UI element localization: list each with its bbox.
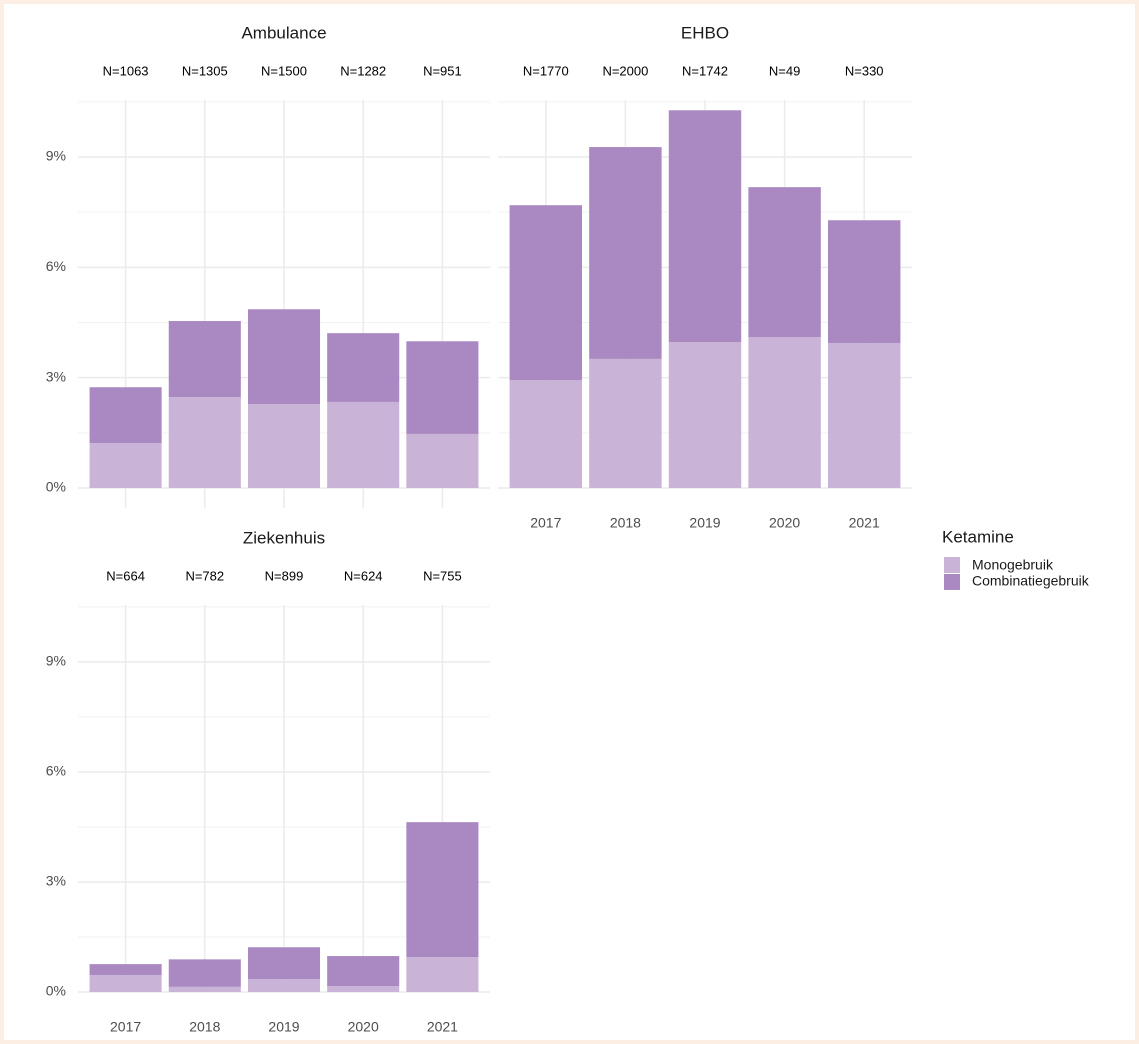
bar-segment (509, 205, 583, 381)
bar-segment (406, 957, 479, 992)
y-tick-label: 6% (46, 258, 66, 274)
bar-segment (827, 343, 901, 488)
bar-segment (168, 986, 241, 992)
legend-swatch (944, 574, 960, 590)
bar-segment (89, 443, 162, 488)
bar-segment (327, 333, 400, 402)
facet-title: Ziekenhuis (243, 528, 325, 547)
bar-segment (509, 380, 583, 488)
bar-segment (89, 964, 162, 976)
bar-segment (668, 110, 742, 342)
n-label: N=49 (769, 63, 800, 78)
facet-title: Ambulance (241, 23, 326, 42)
bar-segment (247, 309, 321, 405)
n-label: N=330 (845, 63, 884, 78)
n-label: N=1742 (682, 63, 728, 78)
x-tick-label: 2018 (610, 515, 641, 531)
bar-segment (247, 947, 321, 980)
bar-segment (827, 220, 901, 344)
y-tick-label: 3% (46, 368, 66, 384)
facet-title: EHBO (681, 23, 729, 42)
legend-label: Monogebruik (972, 557, 1054, 573)
bar-segment (406, 341, 479, 434)
bar-segment (406, 433, 479, 488)
n-label: N=782 (185, 568, 224, 583)
x-tick-label: 2021 (427, 1019, 458, 1035)
bar-segment (748, 337, 821, 488)
y-tick-label: 6% (46, 763, 66, 779)
x-tick-label: 2019 (268, 1019, 299, 1035)
y-tick-label: 0% (46, 983, 66, 999)
bar-segment (168, 959, 241, 987)
y-tick-label: 9% (46, 148, 66, 164)
x-tick-label: 2017 (530, 515, 561, 531)
n-label: N=1770 (523, 63, 569, 78)
y-tick-label: 0% (46, 479, 66, 495)
bar-segment (589, 358, 662, 488)
x-tick-label: 2017 (110, 1019, 141, 1035)
n-label: N=1063 (103, 63, 149, 78)
legend-swatch (944, 557, 960, 573)
bar-segment (406, 822, 479, 958)
x-tick-label: 2021 (849, 515, 880, 531)
n-label: N=951 (423, 63, 462, 78)
x-tick-label: 2020 (769, 515, 800, 531)
bar-segment (748, 187, 821, 338)
legend-label: Combinatiegebruik (972, 573, 1090, 589)
bar-segment (327, 401, 400, 488)
bar-segment (247, 979, 321, 992)
n-label: N=755 (423, 568, 462, 583)
bar-segment (327, 986, 400, 992)
n-label: N=1500 (261, 63, 307, 78)
bar-segment (247, 404, 321, 488)
n-label: N=899 (265, 568, 304, 583)
bar-segment (168, 321, 241, 398)
x-tick-label: 2020 (348, 1019, 379, 1035)
x-tick-label: 2019 (689, 515, 720, 531)
bar-segment (589, 147, 662, 359)
bar-segment (668, 341, 742, 488)
bar-segment (168, 397, 241, 488)
bar-segment (327, 956, 400, 987)
n-label: N=1305 (182, 63, 228, 78)
x-tick-label: 2018 (189, 1019, 220, 1035)
n-label: N=664 (106, 568, 145, 583)
y-tick-label: 3% (46, 873, 66, 889)
bar-segment (89, 975, 162, 992)
n-label: N=624 (344, 568, 383, 583)
y-tick-label: 9% (46, 653, 66, 669)
legend-title: Ketamine (942, 527, 1014, 546)
n-label: N=1282 (340, 63, 386, 78)
bar-segment (89, 387, 162, 444)
n-label: N=2000 (602, 63, 648, 78)
